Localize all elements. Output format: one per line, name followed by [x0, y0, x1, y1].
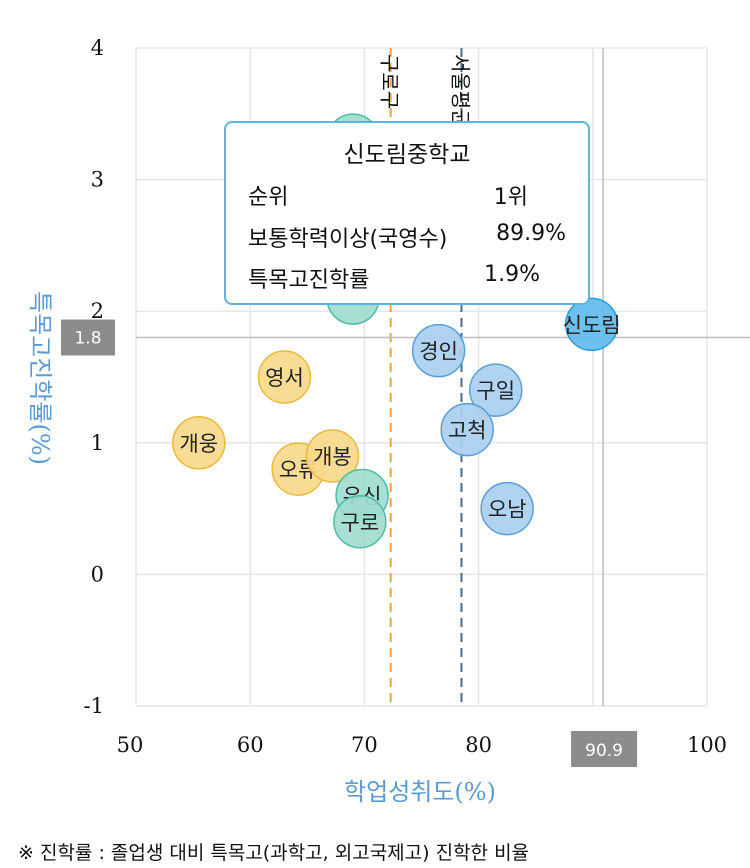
- data-point-label-11: 오남: [488, 498, 527, 522]
- data-point-label-5: 구로: [341, 511, 380, 535]
- tooltip-row-rate: 특목고진학률 1.9%: [248, 262, 566, 293]
- data-point-5: [333, 495, 387, 549]
- tooltip-row-achievement: 보통학력이상(국영수) 89.9%: [248, 221, 566, 252]
- data-point-12: [564, 297, 619, 352]
- x-tick-label-1: 60: [237, 733, 264, 757]
- data-point-label-0: 개웅: [179, 432, 218, 456]
- tooltip-achievement-value: 89.9%: [496, 221, 566, 246]
- tooltip-row-rank: 순위 1위: [248, 179, 566, 210]
- data-point-1: [257, 350, 312, 404]
- data-point-8: [411, 323, 466, 378]
- y-tick-label-3: 2: [91, 299, 104, 323]
- y-tick-label-5: 4: [91, 36, 104, 60]
- ref-value-label-x-2: 90.9: [585, 741, 623, 761]
- tooltip-achievement-key: 보통학력이상(국영수): [248, 227, 448, 252]
- data-point-label-1: 영서: [265, 366, 304, 390]
- data-point-label-9: 구일: [476, 379, 515, 403]
- ref-value-box-x-2: [571, 731, 638, 767]
- ref-line-label-0: 구로구: [378, 54, 402, 109]
- footnote: ※ 진학률 : 졸업생 대비 특목고(과학고, 외고국제고) 진학한 비율: [18, 842, 530, 864]
- data-point-11: [480, 481, 534, 536]
- data-point-9: [468, 363, 523, 417]
- axes: -1012345060708090100: [84, 36, 728, 757]
- data-point-3: [305, 429, 360, 483]
- y-tick-label-1: 0: [91, 562, 104, 586]
- x-axis-title: 학업성취도(%): [344, 778, 496, 806]
- data-point-0: [172, 416, 226, 470]
- y-axis-title: 특목고진학률(%): [26, 291, 54, 465]
- x-tick-label-5: 100: [687, 733, 727, 757]
- y-tick-label-4: 3: [91, 168, 104, 192]
- x-tick-label-3: 80: [465, 733, 492, 757]
- data-tooltip: 신도림중학교 순위 1위 보통학력이상(국영수) 89.9% 특목고진학률 1.…: [224, 121, 590, 305]
- data-point-label-8: 경인: [419, 340, 458, 364]
- tooltip-rate-key: 특목고진학률: [248, 268, 370, 293]
- x-tick-label-0: 50: [117, 733, 144, 757]
- ref-value-label-y-3: 1.8: [74, 329, 101, 349]
- tooltip-title: 신도림중학교: [343, 142, 471, 168]
- x-tick-label-2: 70: [351, 733, 378, 757]
- tooltip-rank-key: 순위: [248, 185, 289, 210]
- data-point-10: [440, 402, 494, 457]
- ref-line-label-1: 서울평균: [448, 54, 472, 128]
- y-tick-label-2: 1: [91, 431, 104, 455]
- y-tick-label-0: -1: [84, 694, 104, 718]
- data-point-label-3: 개봉: [313, 445, 352, 469]
- tooltip-rank-value: 1위: [493, 185, 528, 210]
- ref-value-box-y-3: [61, 319, 115, 356]
- data-point-label-10: 고척: [448, 419, 487, 443]
- tooltip-rate-value: 1.9%: [484, 262, 540, 287]
- data-point-label-12: 신도림: [563, 313, 621, 337]
